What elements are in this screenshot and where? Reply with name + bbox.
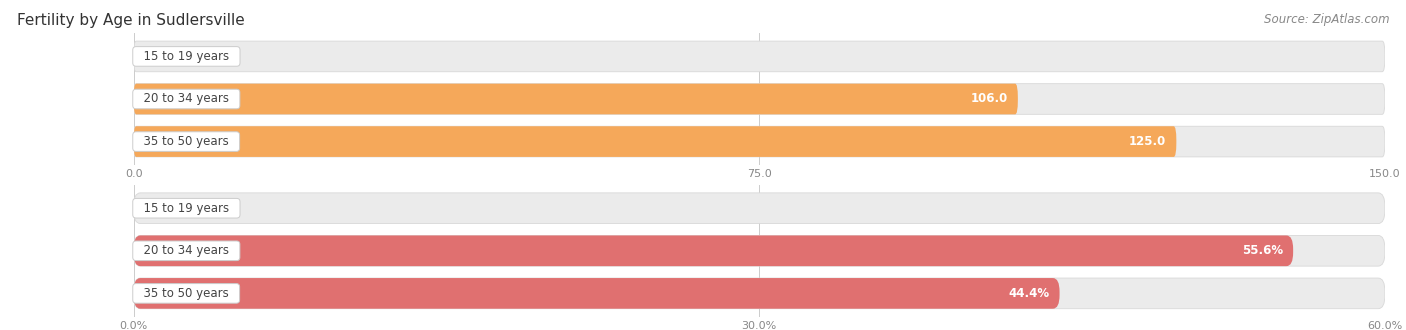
- Text: 15 to 19 years: 15 to 19 years: [136, 202, 236, 215]
- FancyBboxPatch shape: [134, 126, 1177, 157]
- FancyBboxPatch shape: [134, 126, 1385, 157]
- Text: 15 to 19 years: 15 to 19 years: [136, 50, 236, 63]
- Text: 35 to 50 years: 35 to 50 years: [136, 135, 236, 148]
- FancyBboxPatch shape: [134, 84, 1018, 114]
- FancyBboxPatch shape: [134, 41, 1385, 72]
- Text: 44.4%: 44.4%: [1008, 287, 1049, 300]
- Text: 106.0: 106.0: [970, 92, 1008, 106]
- FancyBboxPatch shape: [134, 278, 1385, 309]
- Text: 125.0: 125.0: [1129, 135, 1167, 148]
- FancyBboxPatch shape: [134, 236, 1385, 266]
- Text: Source: ZipAtlas.com: Source: ZipAtlas.com: [1264, 13, 1389, 26]
- Text: 35 to 50 years: 35 to 50 years: [136, 287, 236, 300]
- Text: 20 to 34 years: 20 to 34 years: [136, 244, 236, 257]
- Text: Fertility by Age in Sudlersville: Fertility by Age in Sudlersville: [17, 13, 245, 28]
- Text: 55.6%: 55.6%: [1241, 244, 1284, 257]
- Text: 0.0: 0.0: [149, 50, 167, 63]
- Text: 0.0%: 0.0%: [149, 202, 179, 215]
- FancyBboxPatch shape: [134, 84, 1385, 114]
- FancyBboxPatch shape: [134, 236, 1294, 266]
- Text: 20 to 34 years: 20 to 34 years: [136, 92, 236, 106]
- FancyBboxPatch shape: [134, 278, 1060, 309]
- FancyBboxPatch shape: [134, 193, 1385, 223]
